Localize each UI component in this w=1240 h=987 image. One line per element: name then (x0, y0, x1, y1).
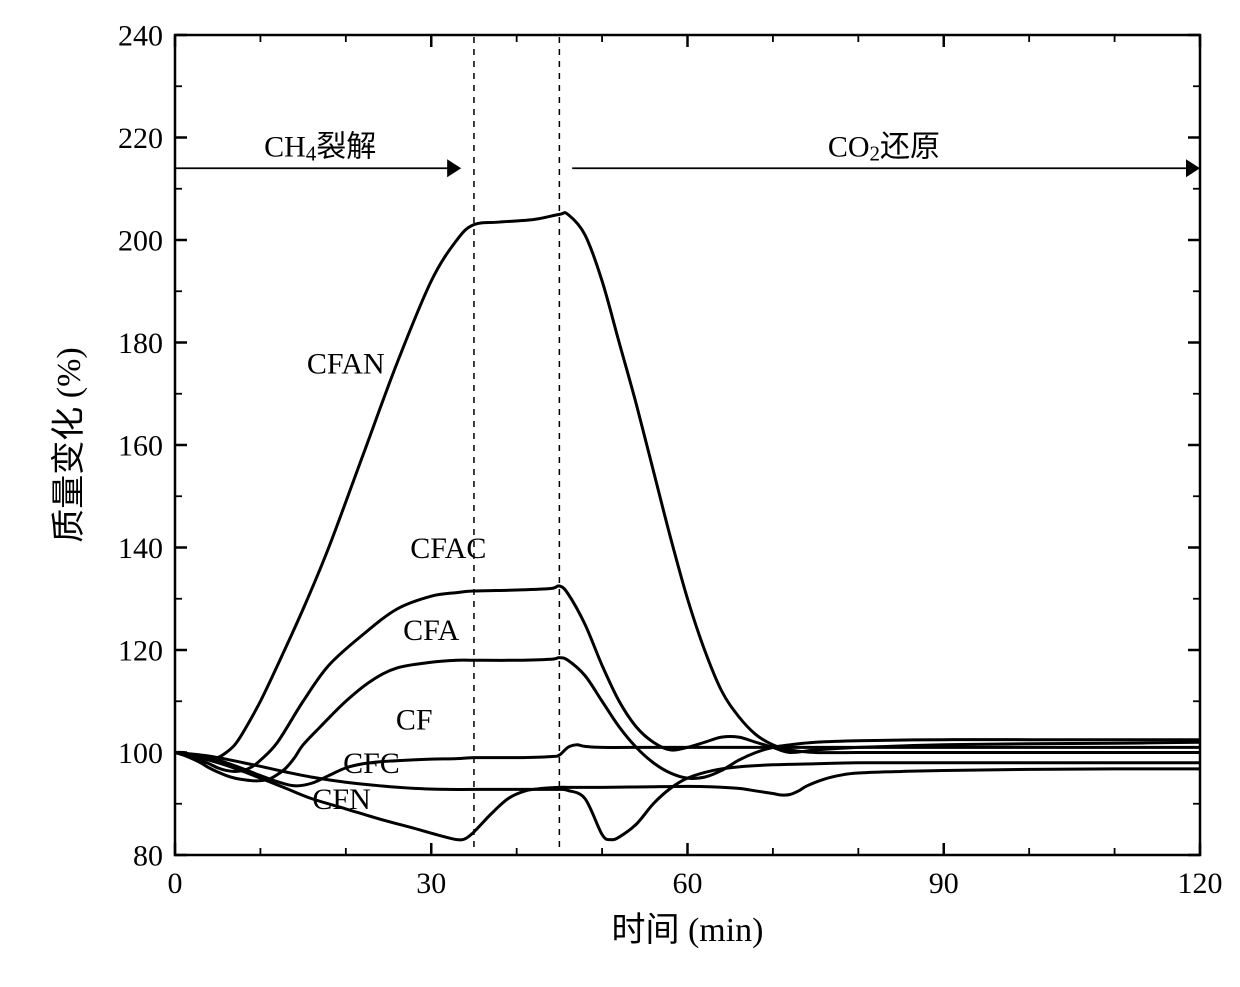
y-tick-label: 200 (118, 225, 163, 258)
series-label-cfc: CFC (343, 747, 400, 780)
y-axis-label: 质量变化 (%) (50, 347, 88, 542)
y-tick-label: 160 (118, 430, 163, 463)
phase-label-ch4: CH4裂解 (264, 130, 376, 165)
series-label-cfac: CFAC (410, 532, 486, 565)
x-tick-label: 90 (929, 867, 959, 900)
x-tick-label: 30 (416, 867, 446, 900)
y-tick-label: 220 (118, 122, 163, 155)
chart-container: 0 30 60 90 120 80 100 120 140 160 180 200 220 240 CH4裂… (0, 0, 1240, 987)
series-label-cfn: CFN (312, 783, 370, 816)
y-tick-label: 100 (118, 737, 163, 770)
x-axis-label: 时间 (min) (611, 912, 763, 949)
x-tick-label: 60 (673, 867, 703, 900)
y-tick-label: 120 (118, 635, 163, 668)
series-label-cfan: CFAN (307, 347, 385, 380)
y-tick-label: 180 (118, 327, 163, 360)
series-label-cf: CF (396, 703, 433, 736)
phase-label-co2: CO2还原 (828, 130, 940, 165)
y-tick-label: 240 (118, 20, 163, 53)
chart-svg: 0 30 60 90 120 80 100 120 140 160 180 200 220 240 CH4裂… (0, 0, 1240, 987)
x-tick-label: 120 (1178, 867, 1223, 900)
y-tick-label: 80 (133, 840, 163, 873)
chart-background (0, 0, 1240, 987)
x-tick-label: 0 (168, 867, 183, 900)
series-label-cfa: CFA (403, 614, 459, 647)
y-tick-label: 140 (118, 532, 163, 565)
